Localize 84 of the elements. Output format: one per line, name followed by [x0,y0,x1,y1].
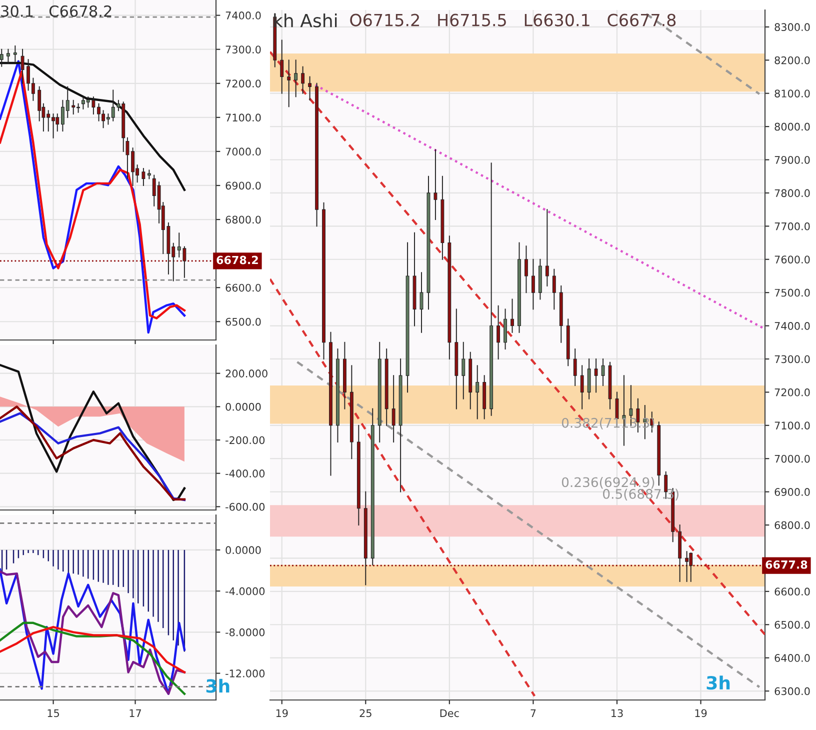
y-tick-label: -8.0000 [226,628,265,636]
y-tick-label: 7100.0 [226,114,261,122]
x-tick-label: Dec [440,709,459,718]
candlestick [462,342,466,400]
candlestick [294,60,298,98]
candlestick [392,375,396,442]
y-tick-label: 6500.0 [226,318,261,326]
candlestick [476,365,480,420]
ref-line-label: 6678.2 [216,256,258,264]
candlestick [420,272,424,333]
y-tick-label: 6600.0 [774,588,810,596]
y-tick-label: 7200.0 [774,388,810,396]
candlestick [131,148,135,186]
candlestick [280,40,284,94]
y-tick-label: 6800.0 [226,216,261,224]
y-tick-label: -200.00 [226,436,265,444]
y-tick-label: 7600.0 [774,256,810,264]
x-tick-label: 7 [530,709,536,717]
candlestick [20,48,24,84]
y-tick-label: 7500.0 [774,288,810,297]
x-tick-label: 19 [276,709,288,718]
x-tick-label: 13 [612,709,623,718]
ref-line-label: 6677.8 [766,560,808,569]
y-tick-label: 6900.0 [226,182,261,190]
candlestick [496,305,500,360]
y-tick-label: 7700.0 [774,222,810,230]
candlestick [504,308,507,350]
y-tick-label: 8200.0 [774,56,810,64]
candlestick [573,348,577,386]
y-tick-label: 7000.0 [226,148,261,156]
x-tick-label: 15 [48,709,59,718]
candlestick [552,268,556,310]
y-tick-label: 7900.0 [774,156,810,164]
candlestick [594,358,598,393]
y-tick-label: 6300.0 [774,687,810,696]
candlestick [301,66,305,94]
annotation: O6715.2 H6715.5 L6630.1 C6677.8 [350,14,676,26]
y-tick-label: -4.0000 [226,587,265,596]
candlestick [524,246,528,294]
y-tick-label: 6900.0 [774,488,810,496]
y-tick-label: 0.0000 [226,402,261,411]
y-tick-label: 6500.0 [774,620,810,629]
candlestick [13,45,17,62]
annotation: 30.1 C6678.2 [1,5,112,17]
y-tick-label: 0.0000 [226,546,261,554]
y-tick-label: 7100.0 [774,422,810,430]
annotation: 3h [706,676,730,690]
y-tick-label: 7000.0 [774,454,810,463]
y-tick-label: 200.000 [226,370,268,378]
y-tick-label: -12.000 [226,670,265,678]
candlestick [434,149,438,220]
x-tick-label: 25 [360,709,372,718]
y-tick-label: 7400.0 [774,322,810,330]
candlestick [0,48,4,67]
line-series [0,622,186,695]
line-series [0,626,186,674]
candlestick [308,76,312,100]
candlestick [601,358,605,386]
y-tick-label: -400.00 [226,470,265,478]
candlestick [545,209,549,286]
line-series [0,364,186,502]
candlestick [6,48,10,64]
y-tick-label: 6400.0 [774,654,810,662]
y-tick-label: 7300.0 [774,355,810,364]
x-tick-label: 17 [130,709,141,717]
candlestick [685,551,689,582]
y-tick-label: 7300.0 [226,46,261,54]
y-tick-label: 8100.0 [774,90,810,98]
candlestick [587,358,591,400]
candlestick [532,258,535,310]
y-tick-label: 8300.0 [774,23,810,32]
y-tick-label: 6800.0 [774,521,810,530]
y-tick-label: 7200.0 [226,80,261,88]
candlestick [510,298,514,333]
x-tick-label: 19 [695,709,707,718]
y-tick-label: 7400.0 [226,12,261,20]
y-tick-label: -600.00 [226,502,265,511]
candlestick [38,86,42,122]
y-tick-label: 8000.0 [774,122,810,131]
candlestick [287,60,291,108]
candlestick [142,168,146,186]
candlestick [580,365,584,410]
y-tick-label: 7800.0 [774,189,810,198]
y-tick-label: 6600.0 [226,284,261,292]
